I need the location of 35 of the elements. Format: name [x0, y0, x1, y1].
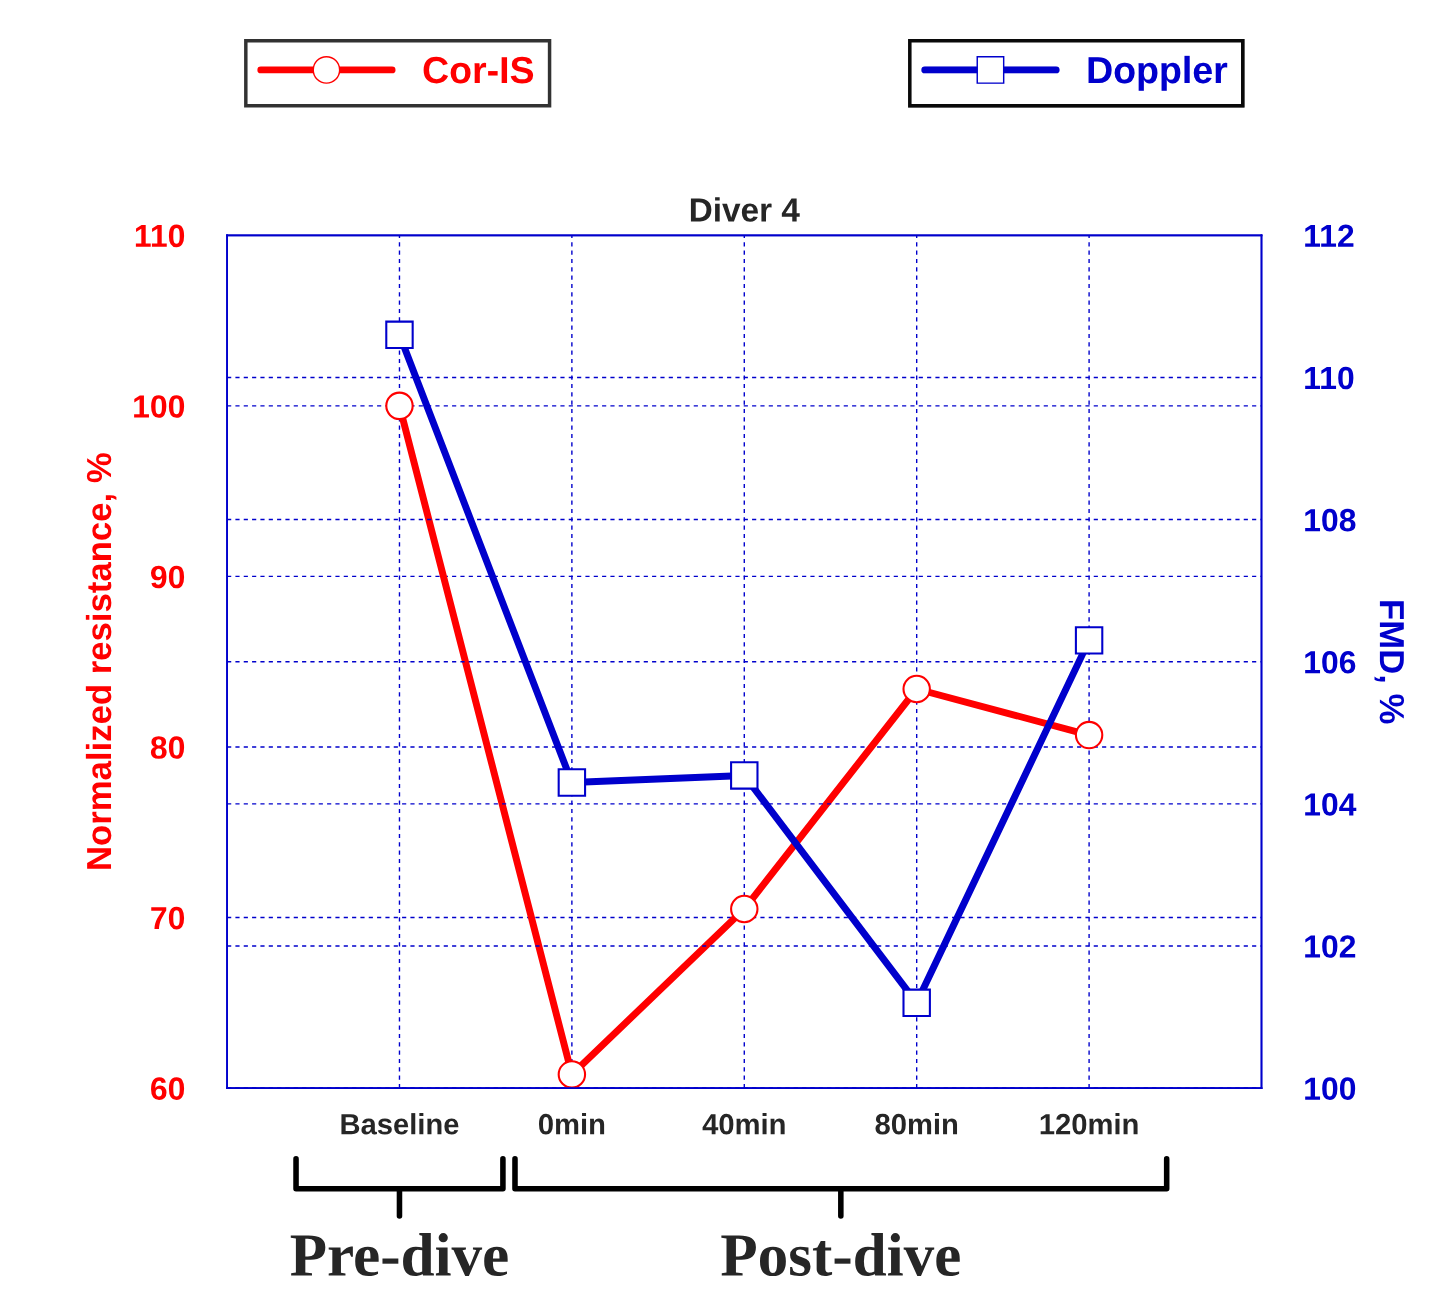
- point: [902, 988, 931, 1018]
- point: [730, 894, 759, 924]
- y-tick-label: 110: [135, 224, 185, 248]
- x-tick-label: 80min: [875, 1113, 958, 1135]
- y-axis-title: Normalized resistance, %: [85, 453, 117, 869]
- y2-tick-label: 110: [1305, 366, 1354, 390]
- x-tick-label: 0min: [539, 1113, 605, 1135]
- legend-label: Cor-IS: [423, 56, 534, 84]
- point: [557, 1060, 587, 1089]
- text: Pre-dive: [290, 1233, 508, 1277]
- point: [1074, 720, 1104, 750]
- y-tick-label: 90: [150, 565, 185, 589]
- y2-tick-label: 112: [1305, 224, 1354, 247]
- y-tick-label: 80: [150, 736, 185, 759]
- y2-tick-label: 100: [1305, 1077, 1356, 1100]
- y2-tick-label: 102: [1305, 935, 1356, 958]
- text: Post-dive: [721, 1233, 960, 1277]
- legend-label: Doppler: [1088, 55, 1228, 91]
- y-tick-label: 100: [134, 395, 185, 418]
- y2-tick-label: 104: [1305, 793, 1357, 816]
- y-tick-label: 70: [151, 906, 185, 930]
- y-tick-label: 60: [151, 1077, 185, 1100]
- point: [902, 674, 931, 704]
- point: [385, 391, 414, 421]
- x-tick-label: 40min: [702, 1113, 785, 1135]
- chart-title: Diver 4: [690, 197, 800, 222]
- point: [557, 768, 587, 797]
- y2-tick-label: 108: [1305, 508, 1356, 532]
- point: [730, 761, 759, 790]
- y2-tick-label: 106: [1305, 650, 1356, 674]
- point: [1074, 626, 1104, 655]
- x-tick-label: 120min: [1040, 1113, 1138, 1135]
- point: [385, 320, 414, 350]
- y2-axis-title: FMD, %: [1374, 601, 1405, 724]
- x-tick-label: Baseline: [341, 1113, 459, 1135]
